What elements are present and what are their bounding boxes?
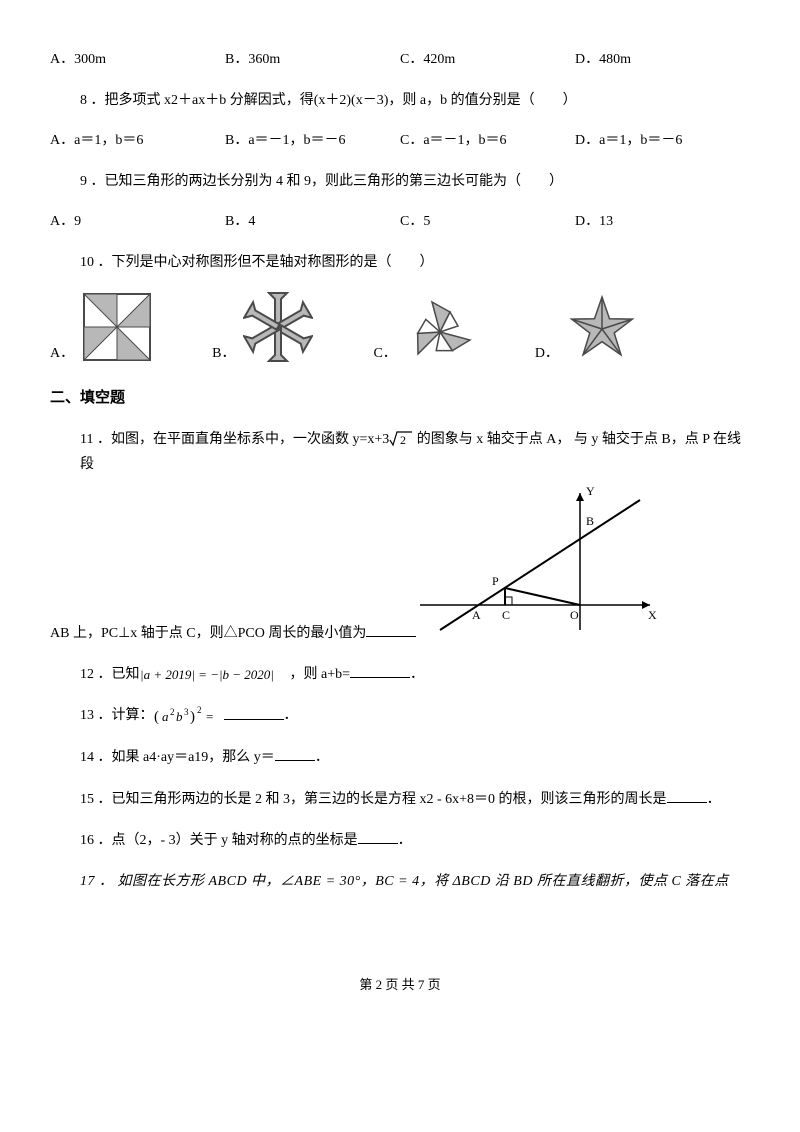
q10-label-a: A． <box>50 342 74 362</box>
q7-options: A．300m B．360m C．420m D．480m <box>50 48 750 68</box>
q9-opt-a: A．9 <box>50 210 225 230</box>
q17: 17 ． 如图在长方形 ABCD 中，∠ABE = 30°，BC = 4，将 Δ… <box>80 869 750 894</box>
q14-blank <box>275 746 315 761</box>
q11: 11 ．如图，在平面直角坐标系中，一次函数 y=x+32 的图象与 x 轴交于点… <box>80 427 750 647</box>
q7-opt-a: A．300m <box>50 48 225 68</box>
paren-expr-icon: (a2b3)2= <box>154 703 224 729</box>
page-footer: 第 2 页 共 7 页 <box>50 974 750 993</box>
graph-label-b: B <box>586 514 594 528</box>
svg-text:|a + 2019| = −|b − 2020|: |a + 2019| = −|b − 2020| <box>140 667 274 682</box>
q16-suffix: ． <box>398 833 412 848</box>
graph-label-x: X <box>648 608 657 622</box>
section-2-title: 二、填空题 <box>50 386 750 407</box>
svg-text:=: = <box>206 709 213 724</box>
q8-opt-d: D．a＝1，b＝－6 <box>575 129 750 149</box>
q13: 13 ．计算：(a2b3)2=． <box>80 703 750 729</box>
q13-prefix: 13 ．计算： <box>80 709 154 724</box>
q10-label-c: C． <box>373 342 396 362</box>
svg-text:): ) <box>190 709 195 725</box>
graph-label-c: C <box>502 608 510 622</box>
q16-blank <box>358 829 398 844</box>
svg-text:3: 3 <box>184 707 189 717</box>
graph-label-p: P <box>492 574 499 588</box>
q11-blank <box>366 622 416 637</box>
q8-opt-c: C．a＝－1，b＝6 <box>400 129 575 149</box>
abs-expr-icon: |a + 2019| = −|b − 2020| <box>140 665 290 685</box>
q10-stem: 10 ．下列是中心对称图形但不是轴对称图形的是（ ） <box>80 250 750 275</box>
svg-text:2: 2 <box>170 707 175 717</box>
q12-suffix: ． <box>410 667 424 682</box>
q16: 16 ．点（2，- 3）关于 y 轴对称的点的坐标是 ． <box>80 828 750 853</box>
q7-opt-d: D．480m <box>575 48 750 68</box>
svg-text:2: 2 <box>197 705 202 715</box>
q12-prefix: 12 ．已知 <box>80 667 140 682</box>
q10-label-b: B． <box>212 342 235 362</box>
pinwheel-square-icon <box>82 292 152 362</box>
q11-p3: AB 上，PC⊥x 轴于点 C，则△PCO 周长的最小值为 <box>50 626 366 641</box>
q13-suffix: ． <box>284 709 298 724</box>
q10-label-d: D． <box>535 342 559 362</box>
q7-opt-c: C．420m <box>400 48 575 68</box>
q8-options: A．a＝1，b＝6 B．a＝－1，b＝－6 C．a＝－1，b＝6 D．a＝1，b… <box>50 129 750 149</box>
coordinate-graph-icon: Y X A B C O P <box>410 485 660 635</box>
q11-p1: 11 ．如图，在平面直角坐标系中，一次函数 y=x+3 <box>80 432 389 447</box>
snowflake-icon <box>243 292 313 362</box>
sqrt2-icon: 2 <box>389 430 413 448</box>
graph-label-o: O <box>570 608 579 622</box>
q16-prefix: 16 ．点（2，- 3）关于 y 轴对称的点的坐标是 <box>80 833 358 848</box>
q15-prefix: 15 ．已知三角形两边的长是 2 和 3，第三边的长是方程 x2 - 6x+8＝… <box>80 792 667 807</box>
q8-opt-b: B．a＝－1，b＝－6 <box>225 129 400 149</box>
q8-stem: 8 ．把多项式 x2＋ax＋b 分解因式，得(x＋2)(x－3)，则 a，b 的… <box>80 88 750 113</box>
q14-suffix: ． <box>315 750 329 765</box>
svg-text:2: 2 <box>400 433 406 447</box>
q9-options: A．9 B．4 C．5 D．13 <box>50 210 750 230</box>
q12-mid: ，则 a+b= <box>290 667 351 682</box>
graph-label-y: Y <box>586 485 595 498</box>
q8-opt-a: A．a＝1，b＝6 <box>50 129 225 149</box>
q15-blank <box>667 788 707 803</box>
graph-label-a: A <box>472 608 481 622</box>
q10-shapes: A． B． <box>50 292 750 362</box>
svg-text:(: ( <box>154 709 159 725</box>
q12: 12 ．已知|a + 2019| = −|b − 2020| ，则 a+b= ． <box>80 662 750 687</box>
q9-stem: 9 ．已知三角形的两边长分别为 4 和 9，则此三角形的第三边长可能为（ ） <box>80 169 750 194</box>
q15-suffix: ． <box>707 792 721 807</box>
svg-text:a: a <box>162 709 169 724</box>
q9-opt-c: C．5 <box>400 210 575 230</box>
q12-blank <box>350 663 410 678</box>
tri-blade-icon <box>405 292 475 362</box>
q7-opt-b: B．360m <box>225 48 400 68</box>
q17-text: 17 ． 如图在长方形 ABCD 中，∠ABE = 30°，BC = 4，将 Δ… <box>80 874 729 889</box>
q9-opt-b: B．4 <box>225 210 400 230</box>
q9-opt-d: D．13 <box>575 210 750 230</box>
q14-text: 14 ．如果 a4·ay＝a19，那么 y＝ <box>80 750 275 765</box>
q14: 14 ．如果 a4·ay＝a19，那么 y＝ ． <box>80 745 750 770</box>
q15: 15 ．已知三角形两边的长是 2 和 3，第三边的长是方程 x2 - 6x+8＝… <box>80 787 750 812</box>
q13-blank <box>224 705 284 720</box>
svg-text:b: b <box>176 709 183 724</box>
star-icon <box>567 292 637 362</box>
